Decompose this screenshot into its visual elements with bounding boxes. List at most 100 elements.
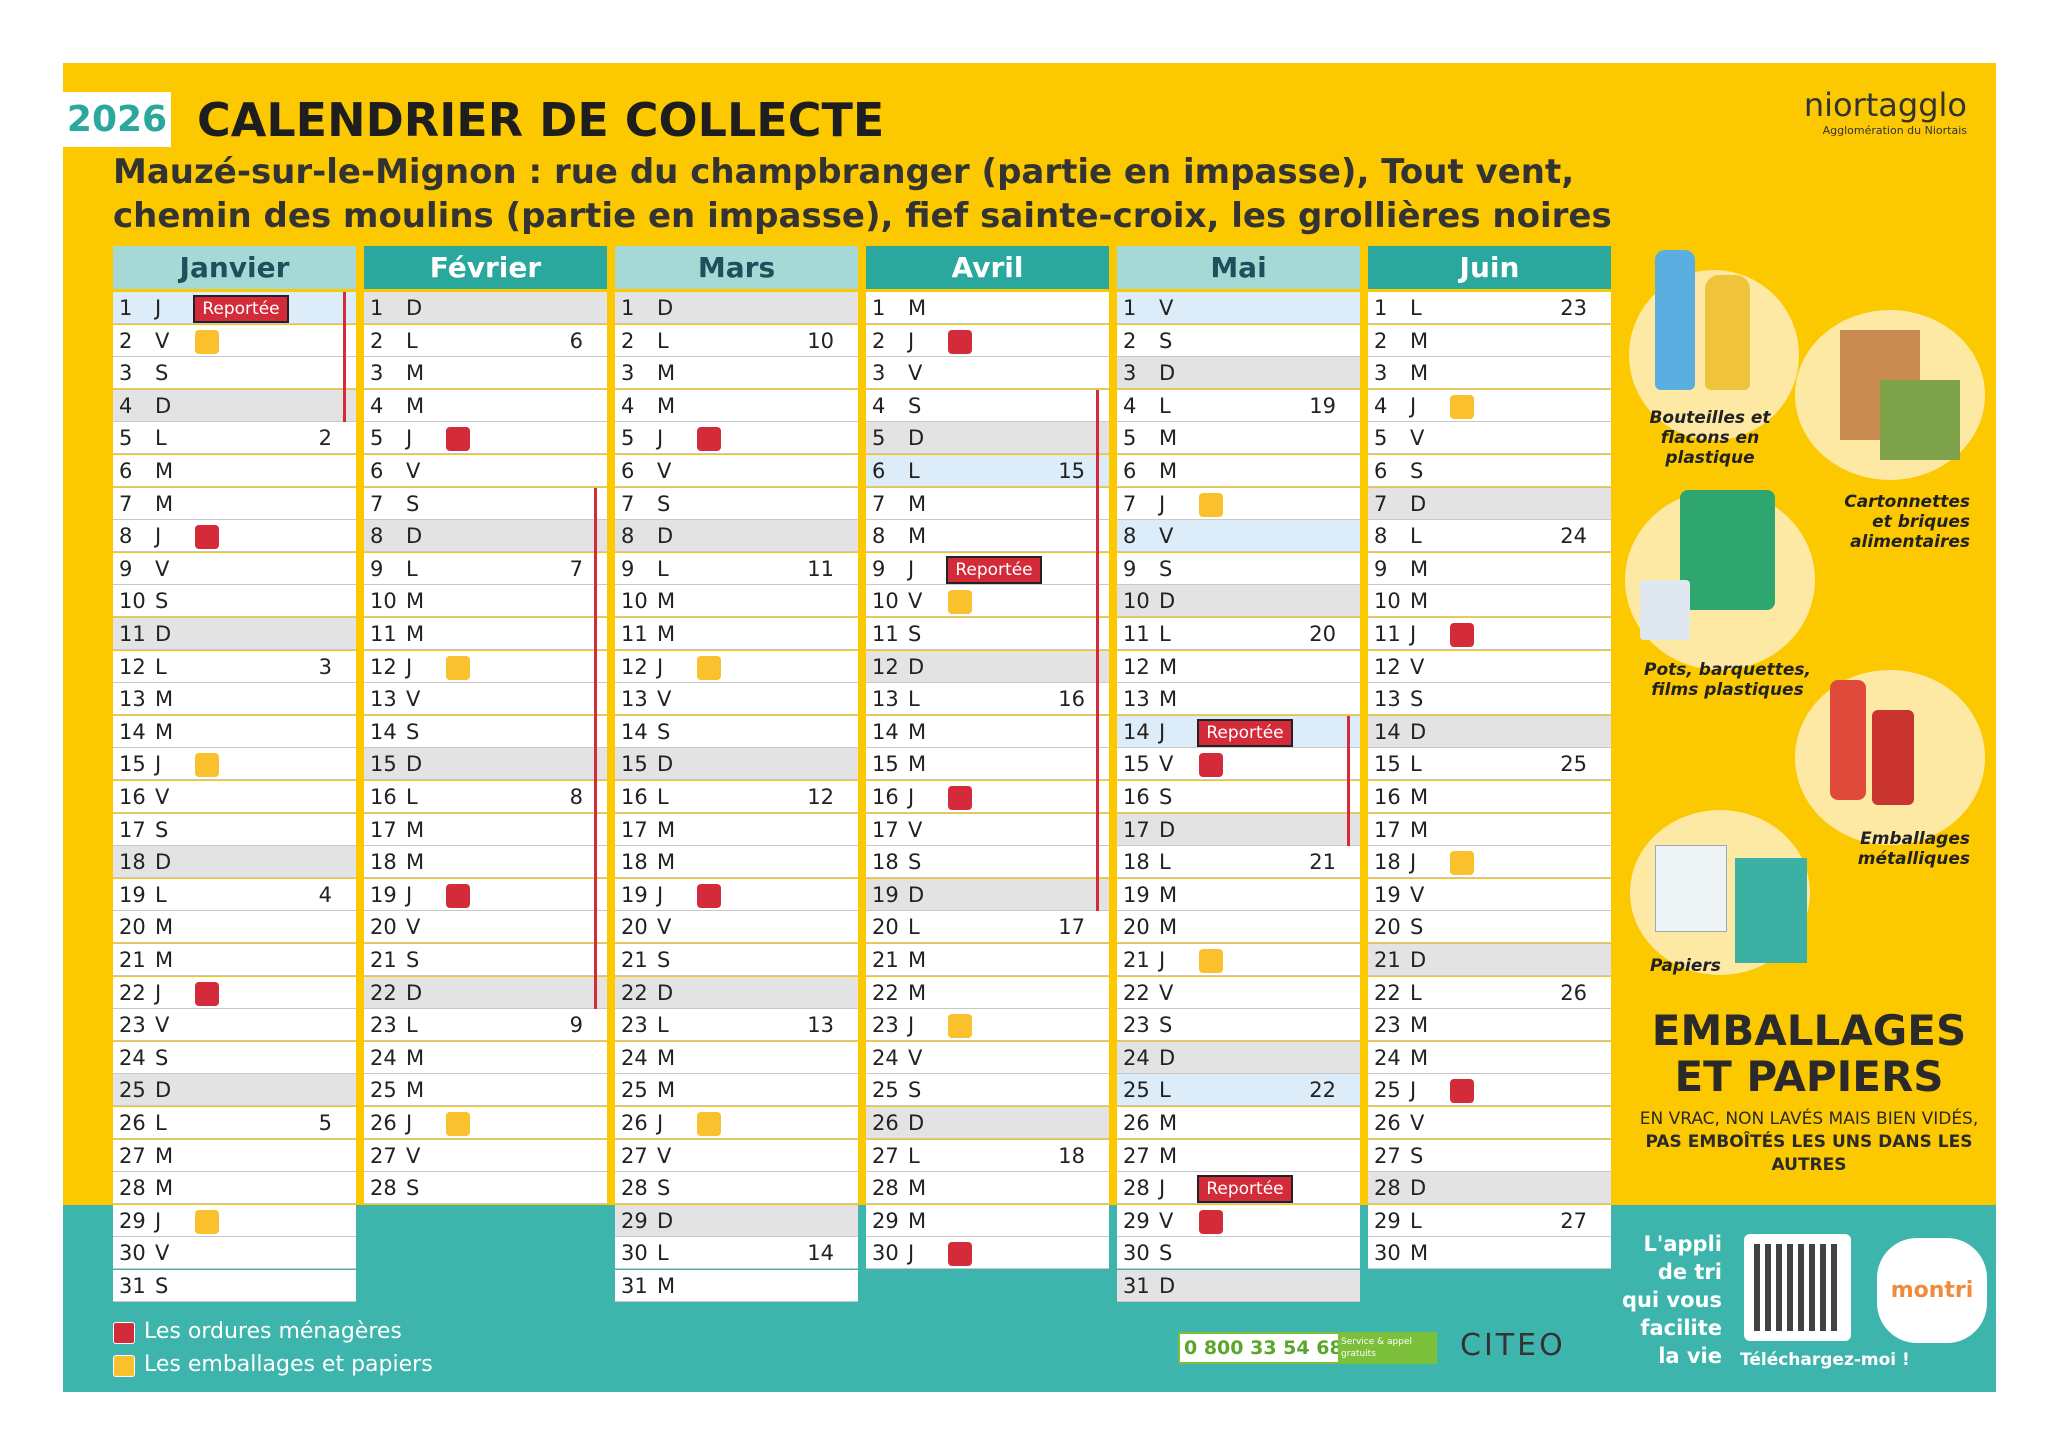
day-letter: J xyxy=(908,556,915,581)
collection-marker xyxy=(697,1112,721,1136)
week-number: 10 xyxy=(807,328,834,353)
subtitle: Mauzé-sur-le-Mignon : rue du champbrange… xyxy=(113,150,1612,238)
day-letter: M xyxy=(155,915,174,940)
day-number: 7 xyxy=(1123,491,1137,516)
day-number: 24 xyxy=(872,1045,899,1070)
day-number: 27 xyxy=(621,1143,648,1168)
day-letter: M xyxy=(657,850,676,875)
holiday-bar xyxy=(1096,650,1099,684)
day-letter: J xyxy=(406,882,413,907)
day-number: 25 xyxy=(621,1078,648,1103)
week-number: 24 xyxy=(1560,524,1587,549)
day-letter: M xyxy=(1410,817,1429,842)
day-row: 26 J xyxy=(364,1107,607,1139)
day-number: 23 xyxy=(872,1013,899,1038)
week-number: 23 xyxy=(1560,296,1587,320)
day-number: 26 xyxy=(621,1111,648,1135)
day-number: 17 xyxy=(119,817,146,842)
day-number: 16 xyxy=(1374,785,1401,809)
day-letter: D xyxy=(155,850,172,875)
day-number: 12 xyxy=(1374,654,1401,679)
day-letter: M xyxy=(908,1176,927,1201)
day-letter: M xyxy=(406,1045,425,1070)
day-row: 20 M xyxy=(113,911,356,944)
holiday-bar xyxy=(343,292,346,325)
day-number: 7 xyxy=(872,491,886,516)
day-row: 21 M xyxy=(113,944,356,976)
day-letter: D xyxy=(1159,589,1176,614)
day-row: 17 M xyxy=(364,813,607,847)
day-letter: M xyxy=(406,361,425,386)
day-number: 21 xyxy=(1123,948,1150,972)
day-letter: D xyxy=(657,296,674,320)
day-number: 12 xyxy=(621,654,648,679)
day-letter: J xyxy=(657,882,664,907)
day-number: 29 xyxy=(621,1208,648,1233)
day-row: 17 M xyxy=(1368,813,1611,846)
day-letter: J xyxy=(1410,850,1417,875)
day-letter: M xyxy=(657,361,676,386)
day-number: 10 xyxy=(1374,589,1401,614)
holiday-bar xyxy=(1096,748,1099,781)
day-letter: L xyxy=(1410,752,1422,777)
day-letter: L xyxy=(657,556,669,581)
day-letter: V xyxy=(657,915,672,940)
day-number: 24 xyxy=(370,1045,397,1070)
day-row: 18 M xyxy=(364,846,607,879)
day-number: 7 xyxy=(370,491,384,516)
day-number: 4 xyxy=(621,393,635,418)
day-number: 5 xyxy=(1123,426,1137,451)
day-letter: S xyxy=(406,948,420,972)
day-row: 14 S xyxy=(364,715,607,749)
week-number: 2 xyxy=(318,426,332,451)
day-row: 25 M xyxy=(364,1074,607,1107)
note-bold: PAS EMBOÎTÉS LES UNS DANS LES AUTRES xyxy=(1645,1132,1973,1175)
day-number: 11 xyxy=(621,622,648,646)
day-number: 20 xyxy=(872,915,899,940)
day-letter: S xyxy=(908,622,922,646)
day-row: 12 J xyxy=(615,650,858,683)
day-row: 6 L 15 xyxy=(866,455,1109,488)
app-text-line: la vie xyxy=(1658,1344,1722,1368)
app-text-line: L'appli xyxy=(1643,1232,1722,1256)
day-number: 15 xyxy=(1374,752,1401,777)
day-row: 21 S xyxy=(364,944,607,977)
day-number: 2 xyxy=(621,328,635,353)
day-number: 15 xyxy=(1123,752,1150,777)
day-number: 14 xyxy=(1123,719,1150,744)
day-row: 31 S xyxy=(113,1270,356,1302)
day-number: 8 xyxy=(370,524,384,549)
day-number: 19 xyxy=(119,882,146,907)
day-letter: J xyxy=(657,426,664,451)
day-row: 28 S xyxy=(364,1172,607,1205)
day-number: 17 xyxy=(370,817,397,842)
day-number: 3 xyxy=(119,361,133,386)
day-letter: M xyxy=(1410,589,1429,614)
bottle-icon xyxy=(1705,275,1750,390)
day-number: 2 xyxy=(872,328,886,353)
week-number: 18 xyxy=(1058,1143,1085,1168)
day-letter: V xyxy=(657,459,672,483)
day-number: 10 xyxy=(621,589,648,614)
holiday-bar xyxy=(594,944,597,977)
day-letter: V xyxy=(908,1045,923,1070)
day-letter: M xyxy=(406,1078,425,1103)
collection-marker xyxy=(948,1014,972,1039)
day-number: 13 xyxy=(119,687,146,712)
holiday-bar xyxy=(1096,455,1099,488)
day-letter: M xyxy=(1159,426,1178,451)
day-number: 21 xyxy=(1374,948,1401,972)
holiday-bar xyxy=(594,585,597,618)
day-row: 28 M xyxy=(113,1172,356,1205)
holiday-bar xyxy=(1347,813,1350,847)
